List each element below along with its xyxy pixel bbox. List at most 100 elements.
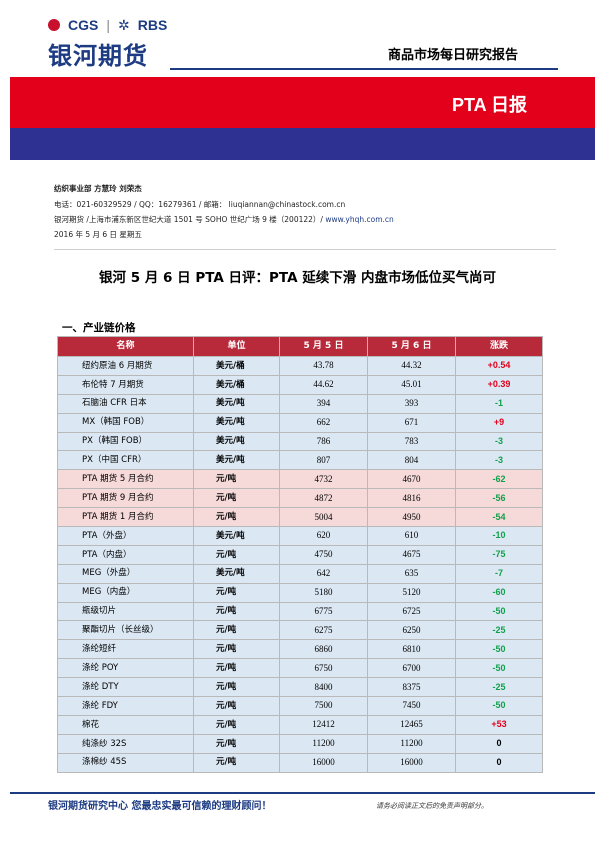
cell-change: -50 xyxy=(455,601,543,622)
address-text: 银河期货 /上海市浦东新区世纪大道 1501 号 SOHO 世纪广场 9 楼（2… xyxy=(54,215,326,224)
table-row: PTA（外盘） 美元/吨 620 610 -10 xyxy=(57,526,543,546)
cell-name: MEG（外盘） xyxy=(57,563,194,584)
company-name: 银河期货 xyxy=(48,42,148,70)
cell-name: PTA 期货 5 月合约 xyxy=(57,469,194,490)
col-header-name: 名称 xyxy=(57,336,194,357)
cell-unit: 元/吨 xyxy=(193,658,280,679)
cell-may5: 6750 xyxy=(279,658,368,679)
cell-name: 棉花 xyxy=(57,714,194,735)
cell-name: 涤纶 FDY xyxy=(57,696,194,716)
cell-change: +0.39 xyxy=(455,374,543,395)
cell-change: -60 xyxy=(455,582,543,603)
cell-change: -54 xyxy=(455,507,543,528)
table-row: 聚酯切片（长丝级） 元/吨 6275 6250 -25 xyxy=(57,620,543,641)
table-row: 纯涤纱 32S 元/吨 11200 11200 0 xyxy=(57,733,543,754)
navy-band xyxy=(10,128,595,160)
table-row: 涤纶 FDY 元/吨 7500 7450 -50 xyxy=(57,696,543,716)
footer-disclaimer: 请务必阅读正文后的免责声明部分。 xyxy=(376,802,488,810)
table-header-row: 名称 单位 5 月 5 日 5 月 6 日 涨跌 xyxy=(57,336,543,357)
cell-name: 涤纶短纤 xyxy=(57,639,194,660)
cell-unit: 美元/吨 xyxy=(193,563,280,584)
cell-change: -3 xyxy=(455,431,543,452)
cell-may6: 12465 xyxy=(367,714,456,735)
table-row: 涤棉纱 45S 元/吨 16000 16000 0 xyxy=(57,752,543,773)
cell-may5: 6860 xyxy=(279,639,368,660)
cell-may5: 12412 xyxy=(279,714,368,735)
section-title: 一、产业链价格 xyxy=(62,322,136,334)
table-row: PTA 期货 9 月合约 元/吨 4872 4816 -56 xyxy=(57,488,543,509)
cell-may5: 807 xyxy=(279,450,368,471)
cell-name: 聚酯切片（长丝级） xyxy=(57,620,194,641)
contact-line: 电话：021-60329529 / QQ：16279361 / 邮箱： liuq… xyxy=(54,200,346,209)
cell-name: PX（韩国 FOB） xyxy=(57,431,194,452)
table-row: 涤纶短纤 元/吨 6860 6810 -50 xyxy=(57,639,543,660)
cell-name: 涤纶 DTY xyxy=(57,677,194,698)
cell-name: PTA（内盘） xyxy=(57,544,194,565)
cell-unit: 元/吨 xyxy=(193,507,280,528)
cell-change: 0 xyxy=(455,752,543,773)
address-line: 银河期货 /上海市浦东新区世纪大道 1501 号 SOHO 世纪广场 9 楼（2… xyxy=(54,214,394,225)
separator xyxy=(54,249,556,250)
table-row: PTA（内盘） 元/吨 4750 4675 -75 xyxy=(57,544,543,565)
cell-name: MEG（内盘） xyxy=(57,582,194,603)
cell-unit: 美元/吨 xyxy=(193,431,280,452)
cell-may6: 671 xyxy=(367,412,456,433)
cell-unit: 美元/桶 xyxy=(193,356,280,376)
date-line: 2016 年 5 月 6 日 星期五 xyxy=(54,230,142,239)
table-row: MEG（外盘） 美元/吨 642 635 -7 xyxy=(57,563,543,584)
cell-name: PX（中国 CFR） xyxy=(57,450,194,471)
table-row: 棉花 元/吨 12412 12465 +53 xyxy=(57,714,543,735)
cell-may6: 8375 xyxy=(367,677,456,698)
col-header-may6: 5 月 6 日 xyxy=(367,336,456,357)
cell-change: -1 xyxy=(455,393,543,414)
cell-unit: 元/吨 xyxy=(193,752,280,773)
table-row: 涤纶 POY 元/吨 6750 6700 -50 xyxy=(57,658,543,679)
cell-may5: 43.78 xyxy=(279,356,368,376)
cell-may6: 804 xyxy=(367,450,456,471)
cell-may5: 8400 xyxy=(279,677,368,698)
cell-change: -50 xyxy=(455,639,543,660)
table-row: 石脑油 CFR 日本 美元/吨 394 393 -1 xyxy=(57,393,543,414)
cell-change: -50 xyxy=(455,696,543,716)
table-row: PX（韩国 FOB） 美元/吨 786 783 -3 xyxy=(57,431,543,452)
table-row: 瓶级切片 元/吨 6775 6725 -50 xyxy=(57,601,543,622)
cell-change: +9 xyxy=(455,412,543,433)
cell-may5: 786 xyxy=(279,431,368,452)
cell-unit: 元/吨 xyxy=(193,696,280,716)
cell-name: 石脑油 CFR 日本 xyxy=(57,393,194,414)
cell-unit: 美元/桶 xyxy=(193,374,280,395)
cell-unit: 美元/吨 xyxy=(193,450,280,471)
report-type: 商品市场每日研究报告 xyxy=(388,48,519,63)
cell-may6: 783 xyxy=(367,431,456,452)
cell-may5: 11200 xyxy=(279,733,368,754)
cell-may5: 44.62 xyxy=(279,374,368,395)
cell-unit: 元/吨 xyxy=(193,677,280,698)
cell-may6: 5120 xyxy=(367,582,456,603)
logo-rbs: RBS xyxy=(137,17,168,33)
website-link[interactable]: www.yhqh.com.cn xyxy=(325,215,394,224)
cell-may5: 16000 xyxy=(279,752,368,773)
cell-change: +0.54 xyxy=(455,356,543,376)
cell-may5: 642 xyxy=(279,563,368,584)
cell-may5: 394 xyxy=(279,393,368,414)
cell-name: 涤棉纱 45S xyxy=(57,752,194,773)
cell-name: PTA（外盘） xyxy=(57,526,194,546)
cell-may6: 635 xyxy=(367,563,456,584)
dept-line: 纺织事业部 方慧玲 刘荣杰 xyxy=(54,184,142,193)
col-header-unit: 单位 xyxy=(193,336,280,357)
cell-may6: 393 xyxy=(367,393,456,414)
cell-change: -3 xyxy=(455,450,543,471)
cell-unit: 元/吨 xyxy=(193,488,280,509)
cell-change: -62 xyxy=(455,469,543,490)
header-divider xyxy=(170,68,558,70)
cell-may6: 6250 xyxy=(367,620,456,641)
table-row: MX（韩国 FOB） 美元/吨 662 671 +9 xyxy=(57,412,543,433)
table-row: 涤纶 DTY 元/吨 8400 8375 -25 xyxy=(57,677,543,698)
headline: 银河 5 月 6 日 PTA 日评：PTA 延续下滑 内盘市场低位买气尚可 xyxy=(99,270,496,286)
logo-divider: | xyxy=(106,17,110,33)
cell-may5: 5180 xyxy=(279,582,368,603)
table-row: PTA 期货 1 月合约 元/吨 5004 4950 -54 xyxy=(57,507,543,528)
report-title: PTA 日报 xyxy=(452,95,527,115)
table-row: PX（中国 CFR） 美元/吨 807 804 -3 xyxy=(57,450,543,471)
cell-change: -10 xyxy=(455,526,543,546)
